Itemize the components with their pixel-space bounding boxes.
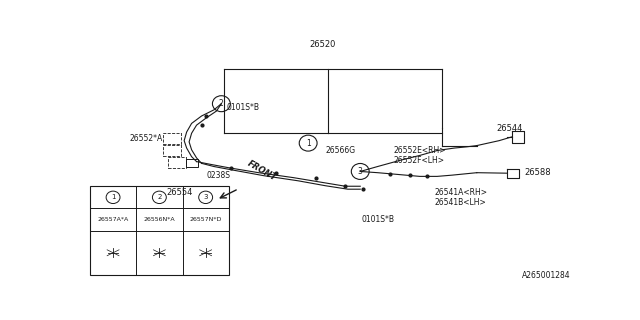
Text: 26552*A: 26552*A [129, 134, 163, 143]
Text: 2: 2 [219, 99, 224, 108]
Bar [163, 133, 180, 144]
Text: 26588: 26588 [524, 168, 550, 177]
Bar [163, 145, 180, 156]
Text: 26544: 26544 [497, 124, 523, 133]
Text: FRONT: FRONT [246, 159, 278, 182]
Text: 26566G: 26566G [325, 146, 355, 155]
Text: 0101S*B: 0101S*B [361, 215, 394, 224]
Text: 26541B<LH>: 26541B<LH> [435, 198, 486, 207]
Bar [168, 157, 186, 168]
Text: 26556N*A: 26556N*A [143, 217, 175, 222]
Text: 26552F<LH>: 26552F<LH> [394, 156, 445, 165]
Text: 26552E<RH>: 26552E<RH> [394, 146, 447, 155]
Text: 3: 3 [204, 194, 208, 200]
Text: 26541A<RH>: 26541A<RH> [435, 188, 488, 197]
Text: 26557A*A: 26557A*A [97, 217, 129, 222]
Text: 0101S*B: 0101S*B [227, 103, 259, 112]
Text: 0238S: 0238S [207, 171, 230, 180]
Text: 26554: 26554 [167, 188, 193, 197]
Text: A265001284: A265001284 [522, 271, 571, 280]
Text: 3: 3 [358, 167, 363, 176]
Text: 1: 1 [111, 194, 115, 200]
Text: 2: 2 [157, 194, 161, 200]
Bar [186, 159, 198, 166]
Text: 26557N*D: 26557N*D [189, 217, 222, 222]
Text: 26520: 26520 [310, 41, 336, 50]
Text: 1: 1 [306, 139, 310, 148]
Bar [90, 186, 229, 275]
